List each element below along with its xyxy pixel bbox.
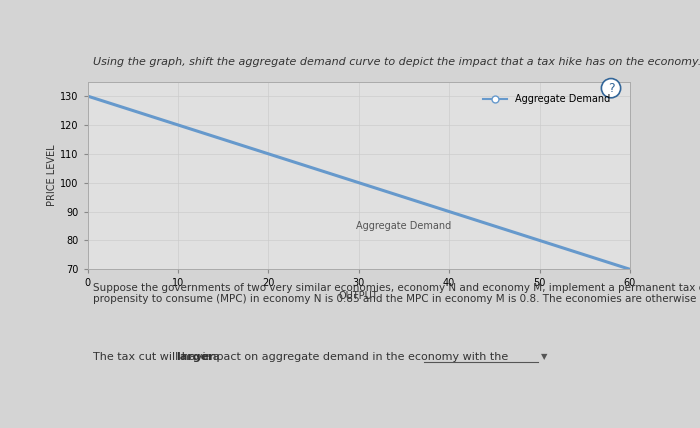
Text: ▼: ▼ (540, 352, 547, 361)
Text: impact on aggregate demand in the economy with the: impact on aggregate demand in the econom… (199, 352, 508, 362)
Y-axis label: PRICE LEVEL: PRICE LEVEL (47, 145, 57, 206)
Text: Aggregate Demand: Aggregate Demand (356, 221, 452, 231)
Text: larger: larger (176, 352, 214, 362)
Text: The tax cut will have a: The tax cut will have a (93, 352, 223, 362)
Text: Suppose the governments of two very similar economies, economy N and economy M, : Suppose the governments of two very simi… (93, 283, 700, 304)
X-axis label: OUTPUT: OUTPUT (339, 291, 379, 301)
Text: Using the graph, shift the aggregate demand curve to depict the impact that a ta: Using the graph, shift the aggregate dem… (93, 57, 700, 67)
Text: ?: ? (608, 82, 615, 95)
Legend: Aggregate Demand: Aggregate Demand (480, 90, 615, 108)
